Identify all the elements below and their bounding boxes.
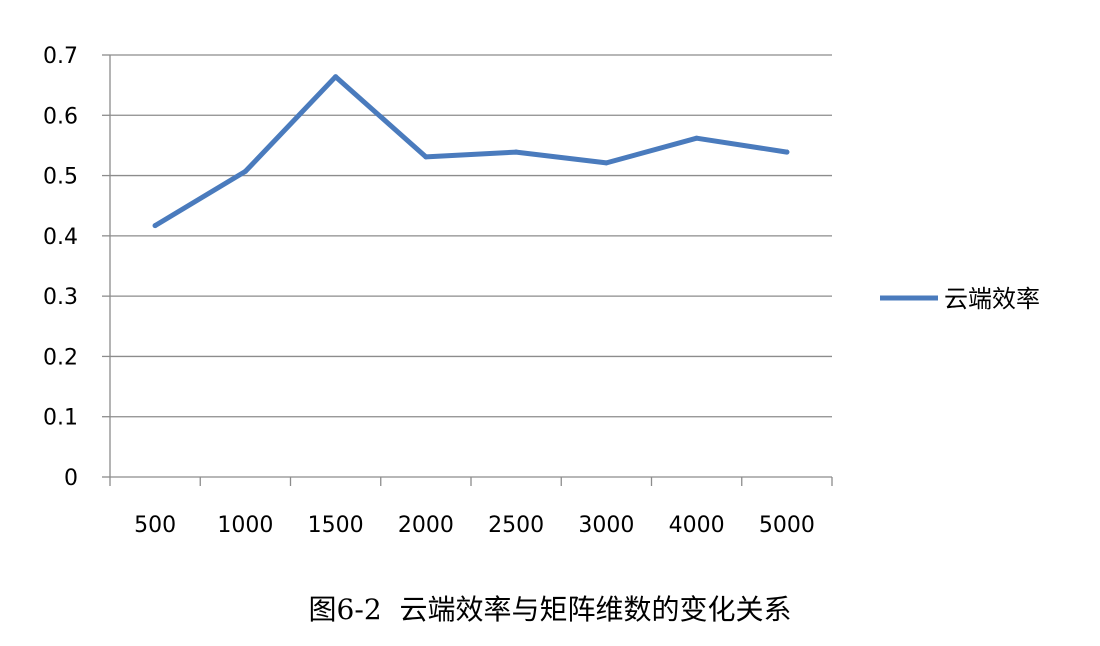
y-tick-label: 0.7 [43,44,78,69]
y-tick-label: 0.3 [43,285,78,310]
x-tick-label: 2000 [398,513,454,538]
data-point [513,149,519,155]
figure-caption: 图6-2 云端效率与矩阵维数的变化关系 [308,593,792,626]
y-axis-tick-labels: 0 0.1 0.2 0.3 0.4 0.5 0.6 0.7 [43,44,78,491]
data-point [242,168,248,174]
legend: 云端效率 [880,285,1040,313]
data-point [603,160,609,166]
series-lines [152,74,790,229]
y-tick-label: 0.5 [43,165,78,190]
x-tick-label: 500 [134,513,176,538]
data-point [152,223,158,229]
x-tick-label: 2500 [488,513,544,538]
x-tick-label: 1500 [308,513,364,538]
series-line [152,74,790,229]
legend-label: 云端效率 [944,285,1040,313]
x-tick-label: 1000 [217,513,273,538]
data-point [423,154,429,160]
axes [102,54,833,486]
y-tick-label: 0.2 [43,345,78,370]
line-chart: 0 0.1 0.2 0.3 0.4 0.5 0.6 0.7 500 1000 1500 2000 25… [43,44,1040,538]
data-point [784,149,790,155]
y-tick-label: 0.6 [43,104,78,129]
data-point [694,135,700,141]
x-axis-tick-labels: 500 1000 1500 2000 2500 3000 4000 5000 [134,513,815,538]
x-tick-label: 5000 [759,513,815,538]
y-tick-label: 0 [64,466,78,491]
gridlines [110,54,832,418]
x-tick-label: 4000 [669,513,725,538]
data-point [333,74,339,80]
x-tick-label: 3000 [578,513,634,538]
y-tick-label: 0.4 [43,225,78,250]
y-tick-label: 0.1 [43,406,78,431]
